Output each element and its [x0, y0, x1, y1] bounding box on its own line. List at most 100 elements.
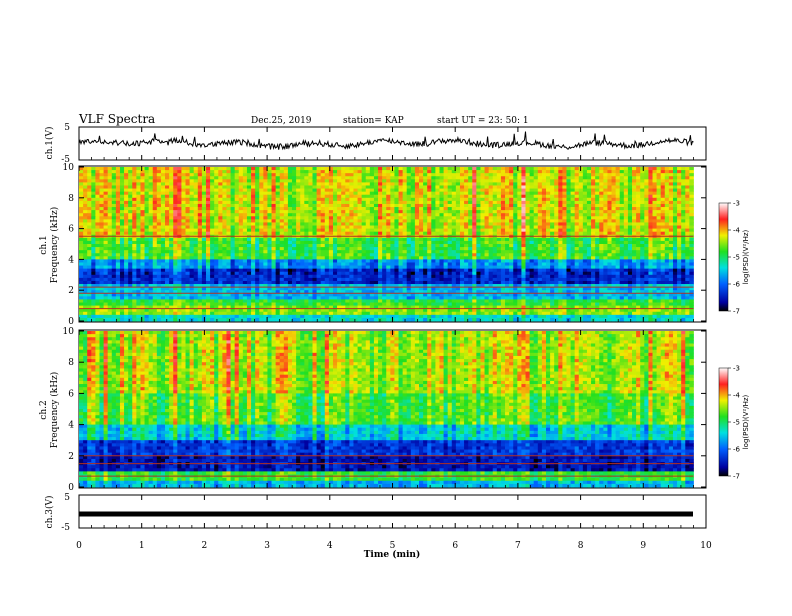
spectrogram-cell — [582, 188, 588, 193]
spectrogram-cell — [509, 231, 514, 236]
spectrogram-cell — [545, 228, 551, 233]
spectrogram-cell — [246, 259, 252, 263]
spectrogram-cell — [419, 222, 424, 226]
spectrogram-cell — [431, 176, 436, 180]
spectrogram-cell — [439, 253, 444, 257]
spectrogram-cell — [226, 200, 231, 205]
spectrogram-cell — [238, 200, 244, 205]
spectrogram-cell — [632, 219, 637, 223]
spectrogram-cell — [365, 225, 371, 229]
spectrogram-cell — [558, 200, 563, 205]
spectrogram-cell — [627, 262, 633, 266]
spectrogram-cell — [136, 265, 141, 270]
spectrogram-cell — [275, 262, 281, 266]
spectrogram-cell — [79, 188, 84, 193]
spectrogram-cell — [205, 213, 211, 217]
spectrogram-cell — [279, 179, 285, 183]
spectrogram-cell — [533, 200, 539, 205]
spectrogram-cell — [529, 188, 535, 193]
spectrogram-cell — [91, 256, 96, 260]
spectrogram-cell — [648, 247, 653, 251]
spectrogram-cell — [464, 191, 469, 196]
spectrogram-cell — [275, 210, 281, 214]
spectrogram-cell — [689, 216, 694, 220]
spectrogram-cell — [316, 253, 322, 257]
spectrogram-cell — [627, 188, 633, 193]
spectrogram-cell — [107, 259, 113, 263]
spectrogram-cell — [242, 259, 248, 263]
spectrogram-cell — [521, 219, 526, 223]
spectrogram-cell — [554, 259, 559, 263]
spectrogram-cell — [500, 256, 506, 260]
spectrogram-cell — [599, 203, 604, 208]
spectrogram-cell — [205, 268, 211, 273]
spectrogram-cell — [378, 256, 383, 260]
spectrogram-cell — [169, 231, 174, 236]
spectrogram-cell — [681, 167, 686, 171]
spectrogram-cell — [431, 194, 436, 199]
spectrogram-cell — [398, 265, 404, 270]
spectrogram-cell — [496, 170, 502, 174]
spectrogram-cell — [201, 188, 207, 193]
spectrogram-cell — [230, 222, 236, 226]
spectrogram-cell — [644, 247, 649, 251]
spectrogram-cell — [566, 203, 571, 208]
spectrogram-cell — [119, 253, 125, 257]
spectrogram-cell — [292, 179, 297, 183]
spectrogram-cell — [439, 250, 444, 254]
spectrogram-cell — [484, 188, 490, 193]
spectrogram-cell — [320, 173, 326, 177]
spectrogram-cell — [464, 203, 469, 208]
spectrogram-cell — [267, 225, 272, 229]
spectrogram-cell — [119, 200, 125, 205]
spectrogram-cell — [574, 247, 580, 251]
spectrogram-cell — [341, 228, 346, 233]
spectrogram-cell — [558, 179, 563, 183]
spectrogram-cell — [685, 228, 690, 233]
spectrogram-cell — [365, 216, 371, 220]
spectrogram-cell — [611, 210, 617, 214]
spectrogram-cell — [177, 207, 182, 211]
spectrogram-cell — [652, 173, 657, 177]
spectrogram-cell — [447, 222, 453, 226]
spectrogram-cell — [672, 179, 678, 183]
spectrogram-cell — [369, 253, 375, 257]
spectrogram-cell — [451, 170, 457, 174]
spectrogram-cell — [287, 256, 293, 260]
spectrogram-cell — [517, 173, 522, 177]
spectrogram-cell — [107, 250, 113, 254]
spectrogram-cell — [537, 228, 543, 233]
spectrogram-cell — [193, 216, 199, 220]
spectrogram-cell — [386, 253, 391, 257]
spectrogram-cell — [304, 194, 309, 199]
spectrogram-cell — [259, 222, 264, 226]
spectrogram-cell — [193, 188, 199, 193]
spectrogram-cell — [271, 262, 277, 266]
spectrogram-cell — [476, 253, 481, 257]
spectrogram-cell — [238, 170, 244, 174]
spectrogram-cell — [681, 188, 686, 193]
spectrogram-cell — [464, 256, 469, 260]
spectrogram-cell — [672, 244, 678, 248]
spectrogram-cell — [136, 253, 141, 257]
spectrogram-cell — [201, 207, 207, 211]
spectrogram-cell — [390, 231, 395, 236]
spectrogram-cell — [378, 167, 383, 171]
spectrogram-cell — [144, 222, 150, 226]
spectrogram-cell — [259, 237, 264, 242]
spectrogram-cell — [677, 203, 682, 208]
spectrogram-cell — [279, 228, 285, 233]
spectrogram-cell — [353, 228, 358, 233]
spectrogram-cell — [185, 210, 191, 214]
spectrogram-cell — [156, 253, 162, 257]
spectrogram-cell — [189, 188, 195, 193]
spectrogram-cell — [205, 225, 211, 229]
spectrogram-cell — [140, 265, 145, 270]
spectrogram-cell — [365, 185, 371, 189]
spectrogram-cell — [414, 207, 420, 211]
spectrogram-cell — [87, 194, 92, 199]
spectrogram-cell — [586, 225, 592, 229]
spectrogram-cell — [226, 225, 231, 229]
spectrogram-cell — [472, 173, 477, 177]
spectrogram-cell — [545, 225, 551, 229]
